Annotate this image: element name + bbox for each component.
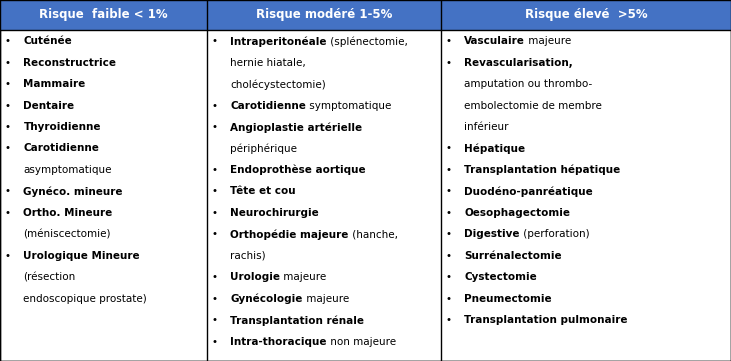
Text: •: •: [4, 100, 10, 110]
Text: Transplantation hépatique: Transplantation hépatique: [464, 165, 621, 175]
Text: •: •: [211, 122, 217, 132]
Text: Hépatique: Hépatique: [464, 143, 526, 154]
Text: •: •: [211, 230, 217, 239]
Text: Carotidienne: Carotidienne: [230, 100, 306, 110]
Text: Gynéco. mineure: Gynéco. mineure: [23, 186, 123, 197]
Text: •: •: [445, 57, 451, 68]
Text: Urologie: Urologie: [230, 272, 280, 282]
Text: embolectomie de membre: embolectomie de membre: [464, 100, 602, 110]
Text: Transplantation pulmonaire: Transplantation pulmonaire: [464, 316, 628, 325]
Text: Ortho. Mineure: Ortho. Mineure: [23, 208, 113, 218]
Text: Urologique Mineure: Urologique Mineure: [23, 251, 140, 261]
Text: •: •: [445, 143, 451, 153]
Text: •: •: [211, 165, 217, 175]
Text: •: •: [445, 230, 451, 239]
Text: •: •: [211, 294, 217, 304]
Text: Risque  faible < 1%: Risque faible < 1%: [39, 8, 167, 21]
Text: Digestive: Digestive: [464, 230, 520, 239]
Text: •: •: [445, 251, 451, 261]
Text: endoscopique prostate): endoscopique prostate): [23, 294, 147, 304]
Text: Intraperitonéale: Intraperitonéale: [230, 36, 327, 47]
Text: symptomatique: symptomatique: [306, 100, 392, 110]
Text: Orthopédie majeure: Orthopédie majeure: [230, 230, 349, 240]
Text: rachis): rachis): [230, 251, 266, 261]
Text: périphérique: périphérique: [230, 143, 298, 154]
Text: •: •: [4, 186, 10, 196]
Text: asymptomatique: asymptomatique: [23, 165, 112, 175]
Text: (méniscectomie): (méniscectomie): [23, 230, 111, 239]
Text: Neurochirurgie: Neurochirurgie: [230, 208, 319, 218]
Text: (hanche,: (hanche,: [349, 230, 398, 239]
Text: (splénectomie,: (splénectomie,: [327, 36, 408, 47]
Text: Revascularisation,: Revascularisation,: [464, 57, 573, 68]
Text: Tête et cou: Tête et cou: [230, 186, 296, 196]
Text: •: •: [211, 316, 217, 325]
Text: •: •: [211, 100, 217, 110]
Text: Carotidienne: Carotidienne: [23, 143, 99, 153]
Text: •: •: [211, 337, 217, 347]
Bar: [207, 0, 441, 30]
Text: Gynécologie: Gynécologie: [230, 294, 303, 304]
Text: Angioplastie artérielle: Angioplastie artérielle: [230, 122, 363, 132]
Text: •: •: [445, 208, 451, 218]
Text: •: •: [4, 79, 10, 89]
Text: cholécystectomie): cholécystectomie): [230, 79, 326, 90]
Text: •: •: [4, 36, 10, 46]
Text: majeure: majeure: [303, 294, 349, 304]
Text: •: •: [211, 272, 217, 282]
Text: •: •: [211, 186, 217, 196]
Text: inférieur: inférieur: [464, 122, 509, 132]
Text: Cuténée: Cuténée: [23, 36, 72, 46]
Text: •: •: [445, 316, 451, 325]
Text: •: •: [445, 294, 451, 304]
Text: Surrénalectomie: Surrénalectomie: [464, 251, 562, 261]
Text: •: •: [445, 272, 451, 282]
Text: Dentaire: Dentaire: [23, 100, 75, 110]
Text: Duodéno-panréatique: Duodéno-panréatique: [464, 186, 593, 197]
Text: hernie hiatale,: hernie hiatale,: [230, 57, 306, 68]
Text: •: •: [4, 122, 10, 132]
Text: •: •: [4, 57, 10, 68]
Text: Endoprothèse aortique: Endoprothèse aortique: [230, 165, 366, 175]
Text: majeure: majeure: [280, 272, 327, 282]
Text: Risque modéré 1-5%: Risque modéré 1-5%: [256, 8, 392, 21]
Text: •: •: [4, 143, 10, 153]
Text: •: •: [445, 186, 451, 196]
Text: •: •: [4, 208, 10, 218]
Text: Transplantation rénale: Transplantation rénale: [230, 316, 364, 326]
Text: Thyroidienne: Thyroidienne: [23, 122, 101, 132]
Text: •: •: [445, 165, 451, 175]
Text: Vasculaire: Vasculaire: [464, 36, 525, 46]
Text: Oesophagectomie: Oesophagectomie: [464, 208, 570, 218]
Text: Risque élevé  >5%: Risque élevé >5%: [525, 8, 647, 21]
Text: Reconstructrice: Reconstructrice: [23, 57, 116, 68]
Text: •: •: [211, 208, 217, 218]
Text: •: •: [211, 36, 217, 46]
Text: non majeure: non majeure: [327, 337, 396, 347]
Text: amputation ou thrombo-: amputation ou thrombo-: [464, 79, 592, 89]
Bar: [0, 0, 207, 30]
Text: •: •: [4, 251, 10, 261]
Text: Cystectomie: Cystectomie: [464, 272, 537, 282]
Text: Intra-thoracique: Intra-thoracique: [230, 337, 327, 347]
Text: Pneumectomie: Pneumectomie: [464, 294, 552, 304]
Text: majeure: majeure: [525, 36, 572, 46]
Bar: [441, 0, 731, 30]
Text: Mammaire: Mammaire: [23, 79, 86, 89]
Text: (perforation): (perforation): [520, 230, 589, 239]
Text: (résection: (résection: [23, 272, 75, 282]
Text: •: •: [445, 36, 451, 46]
